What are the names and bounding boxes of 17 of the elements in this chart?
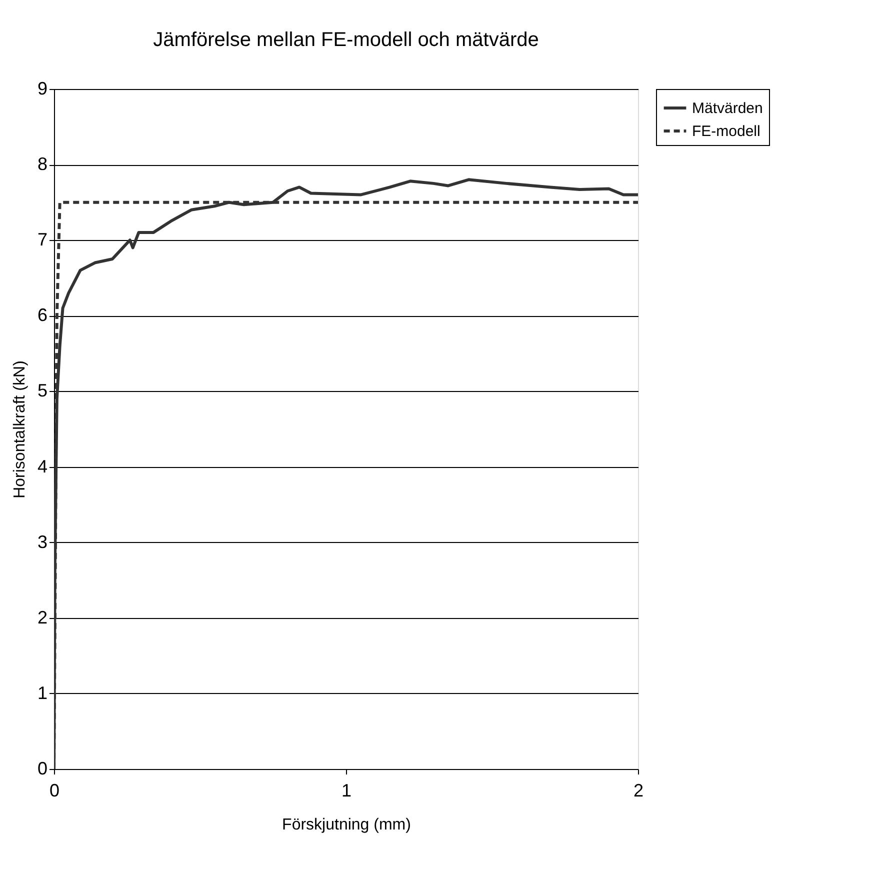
- x-axis-title: Förskjutning (mm): [282, 816, 411, 834]
- y-tick-label: 0: [37, 758, 48, 778]
- chart-title: Jämförelse mellan FE-modell och mätvärde: [153, 29, 539, 51]
- legend-label: Mätvärden: [692, 100, 763, 117]
- y-tick-label: 9: [37, 78, 48, 98]
- y-tick-label: 3: [37, 532, 48, 552]
- y-tick-label: 1: [37, 682, 48, 703]
- legend-label: FE-modell: [692, 123, 760, 140]
- y-tick-label: 7: [37, 230, 48, 250]
- x-tick-label: 2: [633, 780, 644, 800]
- y-tick-label: 5: [37, 380, 48, 401]
- y-tick-label: 6: [37, 305, 48, 326]
- y-tick-label: 2: [37, 607, 48, 628]
- x-tick-label: 1: [341, 780, 352, 800]
- y-tick-label: 8: [37, 154, 48, 174]
- y-axis-title: Horisontalkraft (kN): [11, 360, 28, 498]
- y-tick-label: 4: [37, 456, 48, 476]
